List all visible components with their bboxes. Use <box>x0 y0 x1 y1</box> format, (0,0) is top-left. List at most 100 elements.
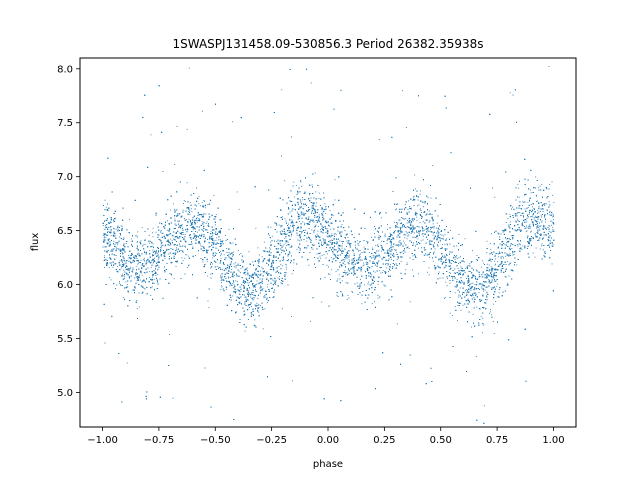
data-point <box>331 233 333 235</box>
data-point <box>491 233 492 235</box>
data-point <box>524 208 526 210</box>
data-point <box>529 241 530 243</box>
data-point <box>291 235 293 237</box>
data-point <box>311 211 313 212</box>
data-point <box>235 267 237 269</box>
data-point <box>441 259 443 260</box>
data-point <box>178 225 180 227</box>
data-point <box>374 233 375 235</box>
data-point <box>319 255 321 257</box>
data-point <box>507 241 509 243</box>
data-point <box>233 266 235 268</box>
data-point <box>399 223 401 225</box>
data-point <box>310 239 312 241</box>
data-point <box>314 229 316 231</box>
data-point <box>106 242 108 244</box>
data-point <box>374 258 376 260</box>
data-point <box>256 274 257 275</box>
data-point <box>531 216 533 217</box>
data-point <box>126 284 128 285</box>
data-point <box>413 236 415 238</box>
data-point <box>251 280 252 282</box>
data-point <box>162 244 164 246</box>
data-point <box>428 210 430 212</box>
data-point <box>358 262 360 264</box>
data-point <box>486 263 488 265</box>
data-point <box>130 238 132 240</box>
data-point <box>204 201 206 202</box>
data-point <box>425 253 427 254</box>
data-point <box>247 270 248 272</box>
data-point <box>243 272 245 274</box>
data-point <box>160 247 162 249</box>
data-point <box>522 245 524 247</box>
data-point <box>112 250 114 252</box>
data-point <box>528 214 530 215</box>
data-point <box>176 235 178 237</box>
data-point <box>485 281 487 283</box>
data-point <box>438 266 439 268</box>
data-point <box>139 279 141 281</box>
data-point <box>390 245 392 247</box>
data-point <box>457 296 459 298</box>
data-point <box>270 241 272 243</box>
data-point <box>551 181 553 183</box>
data-point <box>170 273 172 275</box>
data-point <box>213 255 215 257</box>
data-point <box>226 248 228 249</box>
data-point <box>260 273 262 275</box>
data-point <box>491 268 492 270</box>
data-point <box>378 234 380 236</box>
data-point <box>488 264 490 266</box>
data-point <box>261 256 263 258</box>
data-point <box>103 236 105 238</box>
data-point <box>538 225 540 227</box>
data-point <box>121 258 122 260</box>
data-point <box>494 196 496 198</box>
data-point <box>386 250 388 252</box>
data-point <box>357 261 359 263</box>
data-point <box>429 256 430 258</box>
data-point <box>358 244 360 246</box>
data-point <box>537 212 538 214</box>
data-point <box>526 225 527 227</box>
data-point <box>549 237 551 239</box>
data-point <box>346 257 348 259</box>
data-point <box>257 274 259 275</box>
data-point <box>535 194 537 196</box>
data-point <box>371 274 372 276</box>
data-point <box>279 231 281 233</box>
data-point <box>527 201 529 203</box>
data-point <box>451 263 452 265</box>
data-point <box>377 236 379 238</box>
data-point <box>459 287 461 289</box>
data-point <box>104 258 106 260</box>
data-point <box>184 246 186 248</box>
data-point <box>232 121 234 123</box>
data-point <box>521 208 522 210</box>
data-point <box>511 248 513 250</box>
data-point <box>286 245 288 246</box>
data-point <box>397 245 399 247</box>
data-point <box>493 333 495 334</box>
data-point <box>210 267 212 269</box>
data-point <box>422 221 424 223</box>
data-point <box>543 225 545 227</box>
data-point <box>367 263 369 265</box>
data-point <box>181 257 183 259</box>
data-point <box>194 238 196 239</box>
data-point <box>158 250 159 252</box>
data-point <box>374 301 375 303</box>
data-point <box>269 269 271 270</box>
data-point <box>228 269 230 271</box>
data-point <box>284 180 286 182</box>
data-point <box>194 234 196 236</box>
data-point <box>504 276 506 277</box>
data-point <box>240 268 242 269</box>
data-point <box>261 278 263 280</box>
data-point <box>344 263 346 265</box>
data-point <box>347 295 349 296</box>
data-point <box>200 245 202 247</box>
data-point <box>183 203 184 204</box>
data-point <box>408 200 410 202</box>
